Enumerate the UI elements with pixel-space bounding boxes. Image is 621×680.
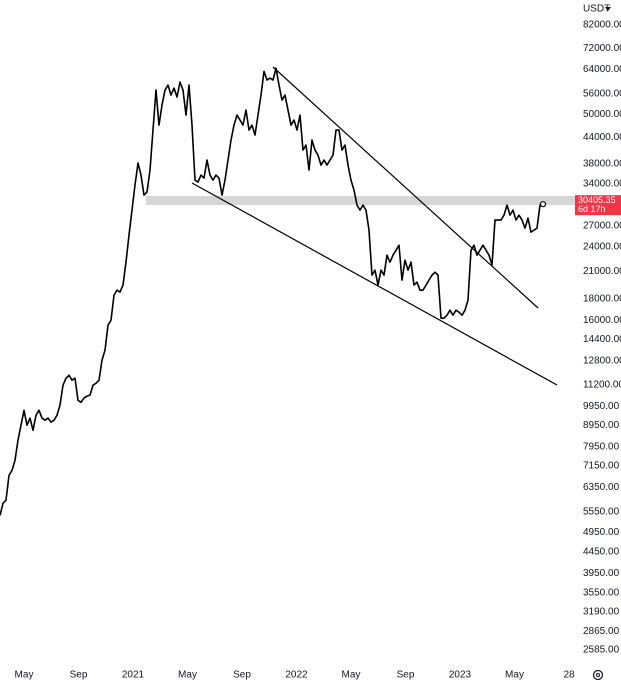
- y-tick-label: 82000.00: [583, 19, 621, 30]
- y-tick-label: 7950.00: [583, 441, 620, 452]
- y-tick-label: 14400.00: [583, 334, 621, 345]
- last-price-dot: [539, 201, 547, 208]
- y-tick-label: 21000.00: [583, 266, 621, 277]
- y-tick-label: 72000.00: [583, 43, 621, 54]
- y-tick-label: 24000.00: [583, 242, 621, 253]
- y-tick-label: 12800.00: [583, 355, 621, 366]
- price-tag: [575, 195, 621, 216]
- x-tick-label: 2023: [449, 670, 472, 680]
- y-tick-label: 6350.00: [583, 482, 620, 493]
- y-tick-label: 2865.00: [583, 626, 620, 637]
- price-line: [0, 67, 544, 516]
- lower-trendline: [191, 182, 558, 386]
- x-tick-label: 2022: [285, 670, 308, 680]
- x-tick-label: May: [15, 670, 34, 680]
- y-tick-label: 64000.00: [583, 64, 621, 75]
- x-tick-label: Sep: [70, 670, 88, 680]
- y-tick-label: 4450.00: [583, 546, 620, 557]
- y-tick-label: 3950.00: [583, 568, 620, 579]
- x-tick-label: Sep: [397, 670, 415, 680]
- y-tick-label: 4950.00: [583, 527, 620, 538]
- y-tick-label: 44000.00: [583, 132, 621, 143]
- y-tick-label: 34000.00: [583, 179, 621, 190]
- y-tick-label: 50000.00: [583, 109, 621, 120]
- x-tick-label: Sep: [233, 670, 251, 680]
- y-tick-label: 18000.00: [583, 294, 621, 305]
- gear-ring[interactable]: [592, 669, 604, 680]
- y-tick-label: 11200.00: [583, 379, 621, 390]
- x-tick-label: May: [342, 670, 361, 680]
- y-tick-label: 9950.00: [583, 401, 620, 412]
- y-tick-label: 5550.00: [583, 506, 620, 517]
- x-tick-label: 28: [563, 670, 575, 680]
- y-tick-label: 8950.00: [583, 420, 620, 431]
- upper-trendline: [272, 66, 539, 309]
- y-tick-label: 16000.00: [583, 315, 621, 326]
- gear-hub[interactable]: [596, 673, 600, 677]
- y-tick-label: 3190.00: [583, 607, 620, 618]
- price-tag-countdown: 6d 17h: [578, 204, 606, 214]
- resistance-zone: [146, 196, 575, 205]
- y-tick-label: 7150.00: [583, 461, 620, 472]
- dropdown-caret[interactable]: [605, 7, 611, 11]
- settings-icon[interactable]: [592, 669, 604, 680]
- y-tick-label: 56000.00: [583, 88, 621, 99]
- currency-selector[interactable]: USDT: [583, 4, 610, 15]
- price-tag-value: 30405.35: [578, 195, 616, 205]
- y-tick-label: 38000.00: [583, 158, 621, 169]
- x-tick-label: 2021: [122, 670, 145, 680]
- y-tick-label: 27000.00: [583, 220, 621, 231]
- x-tick-label: May: [178, 670, 197, 680]
- y-tick-label: 2585.00: [583, 645, 620, 656]
- y-tick-label: 3550.00: [583, 587, 620, 598]
- x-tick-label: May: [505, 670, 524, 680]
